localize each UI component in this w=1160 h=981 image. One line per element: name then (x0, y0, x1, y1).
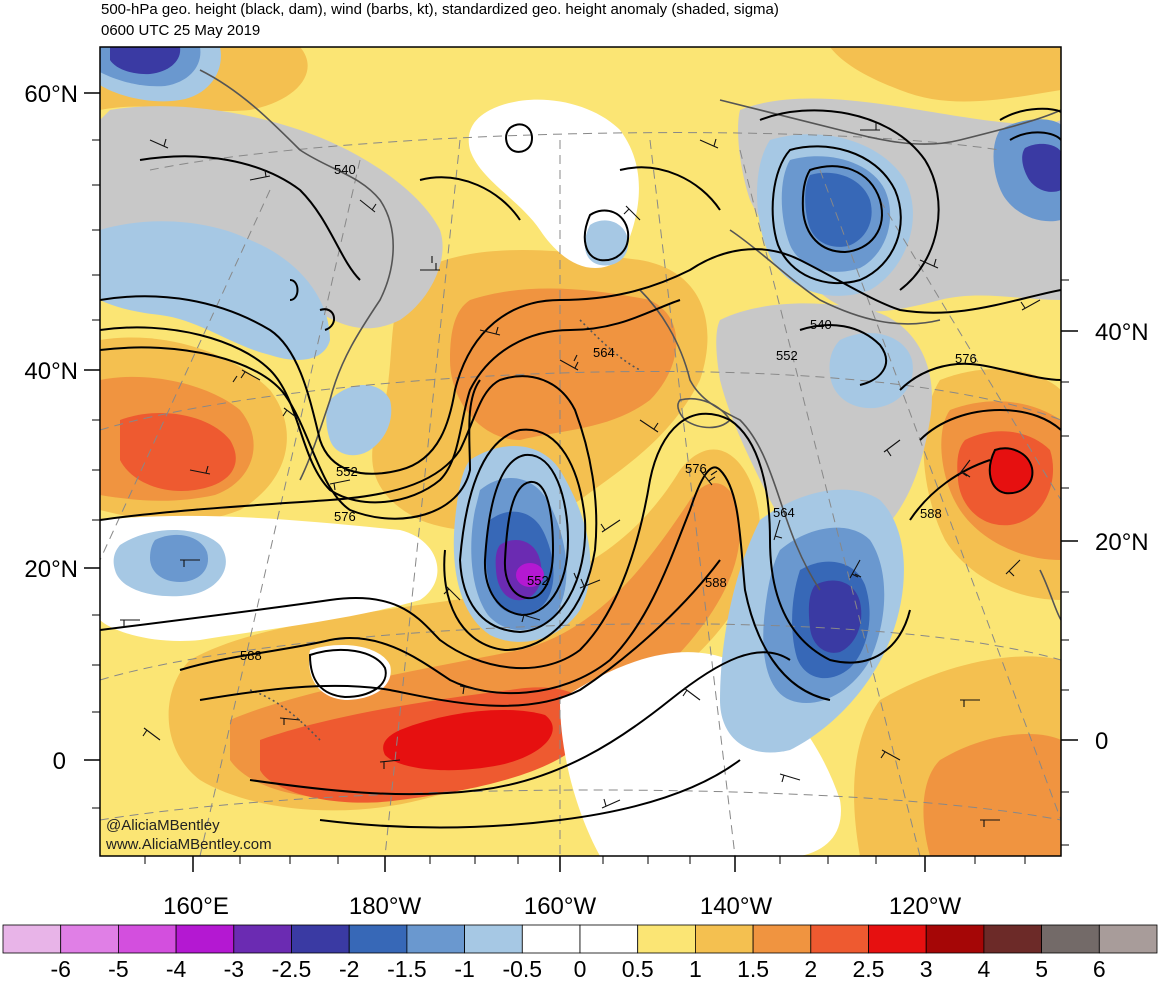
contour-label: 540 (334, 162, 356, 177)
latitude-labels-right: 40°N 20°N 0 (1095, 319, 1149, 755)
map-frame (99, 46, 1062, 857)
colorbar-swatch (291, 924, 350, 954)
lat-label: 40°N (1095, 319, 1149, 346)
colorbar-label: 1 (689, 956, 702, 981)
anomaly-max-east (989, 448, 1033, 494)
valid-time: 0600 UTC 25 May 2019 (101, 22, 261, 39)
contour-label: 552 (527, 573, 549, 588)
anomaly-negative-central-trough-max (516, 563, 544, 587)
colorbar-label: -4 (166, 956, 187, 981)
colorbar-label: -1 (454, 956, 474, 981)
anomaly-positive-northeast (830, 47, 1061, 102)
colorbar-labels: -6 -5 -4 -3 -2.5 -2 -1.5 -1 -0.5 0 0.5 1 1.5 2 2.5 3 4 5 6 (50, 956, 1105, 981)
colorbar-swatch (983, 924, 1043, 954)
contour-label: 588 (920, 506, 942, 521)
colorbar-swatch (60, 924, 119, 954)
colorbar-label: 4 (978, 956, 991, 981)
lon-label: 180°W (349, 893, 422, 920)
colorbar-swatch (579, 924, 639, 954)
graticule (100, 132, 1061, 856)
anomaly-negative-northeast-low-strong (805, 172, 872, 247)
anomaly-negative-west-spot-mod (150, 534, 209, 582)
colorbar-label: 1.5 (737, 956, 769, 981)
colorbar-label: -6 (50, 956, 70, 981)
contour-label: 564 (773, 505, 795, 520)
colorbar-label: 3 (920, 956, 933, 981)
colorbar-swatch (810, 924, 869, 954)
coastlines (199, 69, 1061, 741)
contour-label: 576 (685, 461, 707, 476)
longitude-labels: 160°E 180°W 160°W 140°W 120°W (163, 893, 961, 920)
colorbar-swatch (868, 924, 927, 954)
contour-label: 540 (810, 317, 832, 332)
colorbar-swatch (118, 924, 177, 954)
lon-label: 140°W (700, 893, 773, 920)
colorbar-swatch (925, 924, 985, 954)
colorbar-swatch (521, 924, 581, 954)
colorbar-swatch (175, 924, 235, 954)
colorbar-label: 2.5 (853, 956, 885, 981)
colorbar-label: 0.5 (622, 956, 654, 981)
credit-website: www.AliciaMBentley.com (105, 836, 272, 853)
colorbar-label: -2 (339, 956, 359, 981)
lon-label: 160°E (163, 893, 229, 920)
anomaly-strong-southeast (923, 734, 1061, 856)
colorbar-swatch (1041, 924, 1100, 954)
lat-label: 20°N (24, 556, 78, 583)
lat-label: 0 (53, 748, 66, 775)
anomaly-negative-northwest (100, 221, 330, 360)
colorbar-label: 6 (1093, 956, 1106, 981)
contour-label: 552 (336, 464, 358, 479)
lon-label: 120°W (889, 893, 962, 920)
contour-label: 588 (705, 575, 727, 590)
contour-label: 576 (955, 351, 977, 366)
anomaly-max-band (383, 710, 553, 771)
lat-label: 20°N (1095, 529, 1149, 556)
colorbar-label: -3 (224, 956, 244, 981)
contour-label: 564 (593, 345, 615, 360)
colorbar-label: -5 (108, 956, 128, 981)
wind-barbs (120, 123, 1041, 827)
anomaly-strong-center (450, 288, 677, 440)
colorbar-label: 0 (574, 956, 587, 981)
contour-label: 576 (334, 509, 356, 524)
colorbar-swatch (348, 924, 408, 954)
colorbar (2, 924, 1158, 954)
colorbar-swatch (406, 924, 465, 954)
anomaly-negative-north-spot (584, 220, 629, 266)
height-contours (100, 107, 1061, 829)
lat-label: 60°N (24, 81, 78, 108)
anomaly-negative-vortex-north-west-strong (110, 47, 181, 75)
colorbar-swatch (752, 924, 812, 954)
contour-label: 552 (776, 348, 798, 363)
colorbar-swatch (2, 924, 62, 954)
colorbar-swatch (464, 924, 523, 954)
lon-label: 160°W (524, 893, 597, 920)
map-title: 500-hPa geo. height (black, dam), wind (… (101, 1, 779, 18)
colorbar-swatch (1098, 924, 1158, 954)
map-panel: 540 552 576 564 552 576 588 564 576 588 … (100, 47, 1061, 856)
anomaly-negative-channel (326, 385, 392, 456)
lat-label: 0 (1095, 728, 1108, 755)
colorbar-label: 2 (804, 956, 817, 981)
anomaly-negative-far-east-low-strong (1022, 143, 1061, 192)
colorbar-label: 5 (1035, 956, 1048, 981)
credit-handle: @AliciaMBentley (106, 817, 220, 834)
colorbar-swatch (695, 924, 754, 954)
colorbar-label: -2.5 (272, 956, 312, 981)
lat-label: 40°N (24, 358, 78, 385)
colorbar-label: -1.5 (387, 956, 427, 981)
contour-labels: 540 552 576 564 552 576 588 564 576 588 … (240, 162, 977, 663)
colorbar-swatch (637, 924, 696, 954)
colorbar-label: -0.5 (502, 956, 542, 981)
anomaly-negative-east-trough-high (808, 580, 862, 653)
minor-ticks (92, 139, 1069, 864)
latitude-labels-left: 60°N 40°N 20°N 0 (24, 81, 78, 775)
tick-marks (84, 92, 1078, 872)
colorbar-swatch (233, 924, 292, 954)
contour-label: 588 (240, 648, 262, 663)
anomaly-negative-mid-east (829, 332, 913, 409)
